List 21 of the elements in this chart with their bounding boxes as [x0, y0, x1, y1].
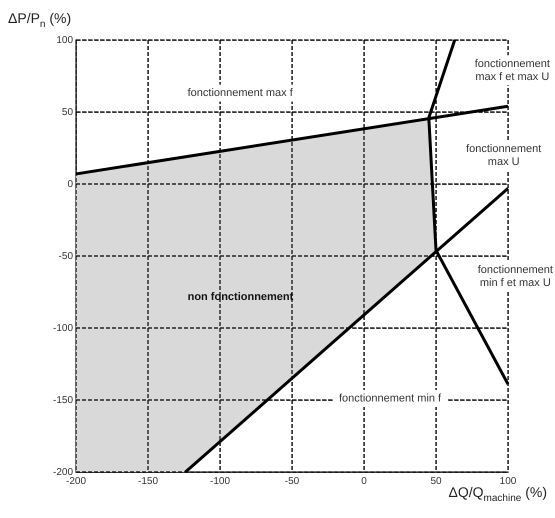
- annotation: fonctionnement min f: [339, 392, 442, 405]
- y-tick-label: 50: [62, 106, 74, 118]
- x-tick-label: 50: [430, 476, 442, 487]
- y-tick-label: -50: [58, 250, 74, 262]
- y-tick-label: 0: [67, 178, 74, 190]
- annotation: fonctionnement max U: [466, 142, 542, 168]
- y-tick-label: -100: [53, 322, 74, 334]
- annotation: fonctionnement max f et max U: [474, 58, 550, 83]
- x-tick-label: -150: [138, 476, 158, 487]
- y-tick-label: -150: [53, 394, 74, 406]
- y-tick-label: 100: [56, 34, 74, 46]
- y-tick-label: -200: [53, 466, 74, 478]
- y-axis-title: ΔP/P$_{n}$ (%): [8, 10, 72, 30]
- annotation: fonctionnement max f: [188, 87, 294, 100]
- x-axis-title: ΔQ/Q$_{machine}$ (%): [448, 484, 547, 504]
- annotation: fonctionnement min f et max U: [478, 264, 553, 289]
- x-tick-label: -50: [284, 476, 300, 487]
- x-tick-label: 100: [500, 476, 517, 487]
- x-tick-label: 0: [361, 476, 368, 487]
- x-tick-label: -100: [210, 476, 230, 487]
- series-label: non fonctionnement: [188, 291, 294, 304]
